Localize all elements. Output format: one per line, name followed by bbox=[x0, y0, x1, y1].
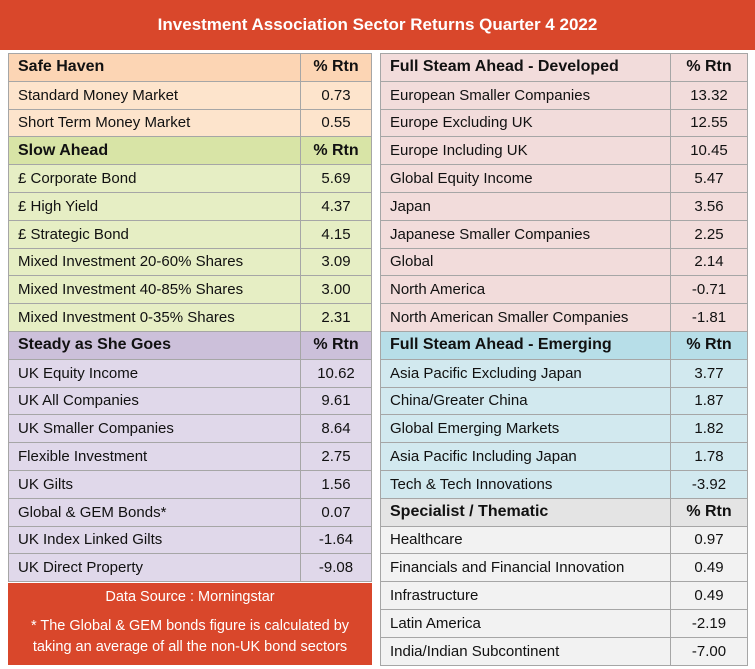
sector-name: Mixed Investment 40-85% Shares bbox=[8, 275, 301, 305]
sector-return: -3.92 bbox=[670, 470, 748, 499]
sector-return: 1.56 bbox=[300, 470, 372, 499]
sector-return: 1.82 bbox=[670, 414, 748, 444]
sector-return: 0.55 bbox=[300, 108, 372, 138]
sector-name: North America bbox=[380, 275, 671, 305]
sector-name: Europe Excluding UK bbox=[380, 108, 671, 138]
sector-return: 0.49 bbox=[670, 553, 748, 583]
rtn-header: % Rtn bbox=[670, 331, 748, 360]
sector-name: Japanese Smaller Companies bbox=[380, 219, 671, 249]
footnote: * The Global & GEM bonds figure is calcu… bbox=[30, 618, 350, 655]
rtn-header: % Rtn bbox=[670, 53, 748, 82]
sector-name: Mixed Investment 0-35% Shares bbox=[8, 303, 301, 332]
sector-return: 5.69 bbox=[300, 164, 372, 193]
sector-return: -9.08 bbox=[300, 553, 372, 583]
sector-name: Asia Pacific Including Japan bbox=[380, 442, 671, 471]
sector-return: -1.81 bbox=[670, 303, 748, 332]
sector-return: 3.00 bbox=[300, 275, 372, 305]
section-header: Slow Ahead bbox=[8, 136, 301, 166]
sector-return: 3.77 bbox=[670, 358, 748, 388]
sector-return: 5.47 bbox=[670, 164, 748, 193]
section-header: Specialist / Thematic bbox=[380, 497, 671, 527]
sector-return: 2.25 bbox=[670, 219, 748, 249]
sector-name: Healthcare bbox=[380, 525, 671, 555]
sector-name: Europe Including UK bbox=[380, 136, 671, 166]
sector-name: UK Direct Property bbox=[8, 553, 301, 583]
sector-name: Japan bbox=[380, 192, 671, 221]
sector-name: £ High Yield bbox=[8, 192, 301, 221]
sector-return: -0.71 bbox=[670, 275, 748, 305]
sector-name: UK All Companies bbox=[8, 386, 301, 416]
sector-return: -1.64 bbox=[300, 525, 372, 555]
section-header: Safe Haven bbox=[8, 53, 301, 82]
sector-return: 0.07 bbox=[300, 497, 372, 527]
sector-return: 10.62 bbox=[300, 358, 372, 388]
section-header: Steady as She Goes bbox=[8, 331, 301, 360]
sector-return: -7.00 bbox=[670, 636, 748, 666]
sector-name: European Smaller Companies bbox=[380, 80, 671, 110]
footer: Data Source : Morningstar * The Global &… bbox=[8, 583, 372, 665]
sector-name: UK Gilts bbox=[8, 470, 301, 499]
sector-return: 1.87 bbox=[670, 386, 748, 416]
sector-name: Latin America bbox=[380, 609, 671, 638]
sector-name: Short Term Money Market bbox=[8, 108, 301, 138]
sector-return: 2.75 bbox=[300, 442, 372, 471]
sector-return: 0.97 bbox=[670, 525, 748, 555]
sector-return: 1.78 bbox=[670, 442, 748, 471]
title: Investment Association Sector Returns Qu… bbox=[0, 0, 755, 50]
sector-name: UK Smaller Companies bbox=[8, 414, 301, 444]
sector-name: India/Indian Subcontinent bbox=[380, 636, 671, 666]
sector-name: £ Corporate Bond bbox=[8, 164, 301, 193]
sector-name: North American Smaller Companies bbox=[380, 303, 671, 332]
sector-return: 10.45 bbox=[670, 136, 748, 166]
data-source: Data Source : Morningstar bbox=[105, 589, 275, 605]
sector-name: £ Strategic Bond bbox=[8, 219, 301, 249]
rtn-header: % Rtn bbox=[300, 331, 372, 360]
sector-return: 8.64 bbox=[300, 414, 372, 444]
sector-name: UK Equity Income bbox=[8, 358, 301, 388]
sector-return: 2.14 bbox=[670, 247, 748, 277]
sector-return: 13.32 bbox=[670, 80, 748, 110]
sector-name: Global bbox=[380, 247, 671, 277]
sector-name: UK Index Linked Gilts bbox=[8, 525, 301, 555]
sector-name: Asia Pacific Excluding Japan bbox=[380, 358, 671, 388]
sector-name: Mixed Investment 20-60% Shares bbox=[8, 247, 301, 277]
section-header: Full Steam Ahead - Emerging bbox=[380, 331, 671, 360]
sector-return: 0.49 bbox=[670, 581, 748, 610]
rtn-header: % Rtn bbox=[300, 53, 372, 82]
rtn-header: % Rtn bbox=[300, 136, 372, 166]
sector-return: 9.61 bbox=[300, 386, 372, 416]
sector-return: 3.09 bbox=[300, 247, 372, 277]
sector-return: 3.56 bbox=[670, 192, 748, 221]
sector-name: Global & GEM Bonds* bbox=[8, 497, 301, 527]
sector-return: 2.31 bbox=[300, 303, 372, 332]
sector-return: 12.55 bbox=[670, 108, 748, 138]
rtn-header: % Rtn bbox=[670, 497, 748, 527]
sector-return: 0.73 bbox=[300, 80, 372, 110]
sector-return: 4.37 bbox=[300, 192, 372, 221]
sector-name: Global Equity Income bbox=[380, 164, 671, 193]
sector-name: Tech & Tech Innovations bbox=[380, 470, 671, 499]
sector-name: Financials and Financial Innovation bbox=[380, 553, 671, 583]
sector-name: Infrastructure bbox=[380, 581, 671, 610]
sector-name: Global Emerging Markets bbox=[380, 414, 671, 444]
sector-return: 4.15 bbox=[300, 219, 372, 249]
sector-name: Flexible Investment bbox=[8, 442, 301, 471]
sector-name: China/Greater China bbox=[380, 386, 671, 416]
sector-return: -2.19 bbox=[670, 609, 748, 638]
sector-name: Standard Money Market bbox=[8, 80, 301, 110]
section-header: Full Steam Ahead - Developed bbox=[380, 53, 671, 82]
